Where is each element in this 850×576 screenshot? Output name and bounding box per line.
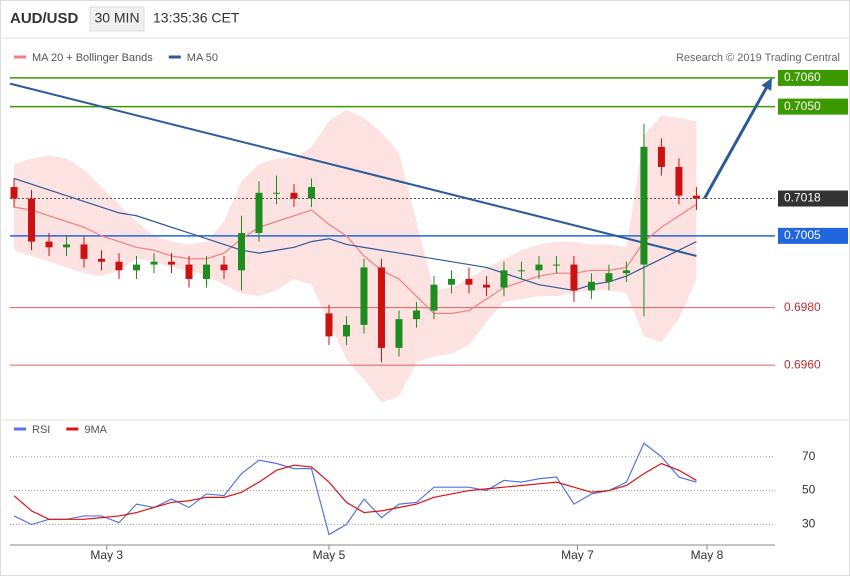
candle-body [202,264,210,279]
level-label: 0.7060 [784,70,821,84]
candle-body [412,310,420,320]
x-tick-label: May 7 [561,548,594,562]
x-tick-label: May 8 [691,548,724,562]
rsi-ma-line [13,462,697,520]
candle-body [587,281,595,291]
candle-body [220,264,228,271]
legend-label: RSI [32,424,50,436]
candle-body [325,313,333,337]
level-label: 0.7050 [784,99,821,113]
y-tick-label: 30 [802,517,816,531]
rsi-line [13,442,697,536]
candle-body [150,261,158,265]
candle-body [185,264,193,279]
candle-body [237,232,245,271]
candle-body [517,270,525,272]
candle-body [605,273,613,282]
arrow-line [703,84,770,200]
candle-body [115,261,123,271]
candle-body [133,264,141,271]
credit: Research © 2019 Trading Central [676,52,840,64]
level-label-bg [778,227,848,244]
legend-label: MA 20 + Bollinger Bands [32,52,153,64]
candle-body [80,244,88,259]
legend-label: MA 50 [187,52,218,64]
legend-label: 9MA [84,424,107,436]
interval-box [89,6,145,32]
candle-body [45,241,53,248]
interval: 30 MIN [94,10,139,26]
arrow-head [761,77,772,91]
level-label-bg [778,69,848,86]
candle-body [570,264,578,291]
symbol: AUD/USD [10,10,79,27]
candle-body [657,146,665,167]
x-tick-label: May 5 [313,548,346,562]
candle-body [692,195,700,199]
candle-body [447,278,455,285]
x-tick-label: May 3 [90,548,123,562]
candle-body [482,284,490,288]
candle-body [307,187,315,199]
level-label: 0.6960 [784,357,821,371]
candle-body [675,166,683,196]
y-tick-label: 70 [802,449,816,463]
candle-body [28,198,36,242]
time: 13:35:36 CET [153,10,240,26]
candle-body [552,264,560,266]
candle-body [360,267,368,325]
candle-body [622,270,630,274]
ma50-line [13,177,697,292]
level-label-bg [778,98,848,115]
candle-body [10,187,18,199]
level-label-bg [778,190,848,207]
candle-body [430,284,438,311]
candle-body [465,278,473,285]
candle-body [98,258,106,262]
y-tick-label: 50 [802,483,816,497]
candle-body [272,192,280,194]
candle-body [395,319,403,348]
candle-body [342,324,350,337]
level-label: 0.6980 [784,300,821,314]
bollinger-band [14,109,697,403]
level-label: 0.7005 [784,228,821,242]
candle-body [500,270,508,288]
candle-body [168,261,176,265]
level-label: 0.7018 [784,191,821,205]
candle-body [63,244,71,248]
trend-line [9,82,697,257]
candle-body [377,267,385,348]
candle-body [255,192,263,233]
candle-body [290,192,298,199]
candle-body [535,264,543,271]
candle-body [640,146,648,265]
